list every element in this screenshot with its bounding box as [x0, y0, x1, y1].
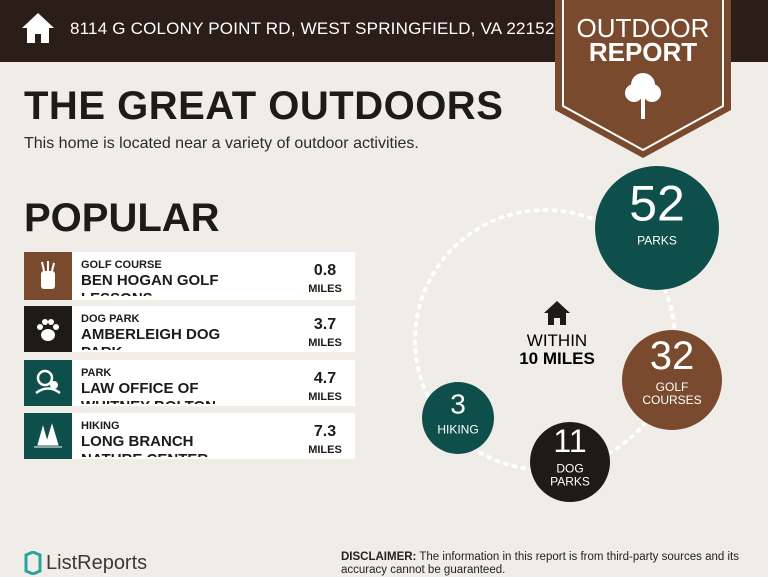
row-category: GOLF COURSE	[81, 259, 162, 271]
address: 8114 G COLONY POINT RD, WEST SPRINGFIELD…	[70, 19, 555, 38]
circle-label: GOLF	[656, 380, 689, 394]
row-name: BEN HOGAN GOLF LESSONS	[81, 272, 219, 296]
row-unit: MILES	[308, 283, 342, 295]
center-line2: 10 MILES	[519, 349, 595, 368]
circle-count: 32	[650, 334, 695, 378]
disclaimer: DISCLAIMER: The information in this repo…	[341, 551, 761, 577]
row-icon	[24, 360, 72, 406]
circle-label: COURSES	[642, 393, 701, 407]
badge-line1: OUTDOOR	[577, 13, 710, 43]
summary-circle	[530, 422, 610, 502]
section-heading: POPULAR	[24, 196, 220, 240]
circle-count: 11	[553, 423, 586, 459]
row-category: PARK	[81, 367, 112, 379]
center-line1: WITHIN	[527, 331, 587, 350]
row-name: AMBERLEIGH DOG PARK	[81, 326, 221, 350]
row-icon	[24, 306, 72, 352]
row-icon	[24, 413, 72, 459]
disclaimer-label: DISCLAIMER:	[341, 551, 417, 563]
row-category: DOG PARK	[81, 313, 140, 325]
row-icon	[24, 252, 72, 300]
row-unit: MILES	[308, 337, 342, 349]
row-unit: MILES	[308, 391, 342, 403]
subtitle: This home is located near a variety of o…	[24, 135, 419, 152]
home-icon	[544, 301, 570, 325]
row-name: LONG BRANCH NATURE CENTER	[81, 433, 208, 457]
row-category: HIKING	[81, 420, 120, 432]
icon-graphic	[34, 423, 62, 448]
circle-label: PARKS	[550, 475, 590, 489]
row-distance: 3.7	[313, 316, 337, 333]
circle-label: DOG	[556, 462, 583, 476]
circle-count: 52	[629, 176, 685, 232]
home-icon	[22, 13, 54, 43]
row-name: LAW OFFICE OF WHITNEY BOLTON	[81, 380, 216, 404]
summary-circle	[422, 382, 494, 454]
summary-circle	[595, 166, 719, 290]
title: THE GREAT OUTDOORS	[24, 84, 504, 128]
row-unit: MILES	[308, 444, 342, 456]
circle-label: HIKING	[437, 422, 478, 436]
row-distance: 4.7	[313, 370, 337, 387]
tree-icon	[625, 73, 661, 119]
row-distance: 7.3	[313, 423, 337, 440]
row-distance: 0.8	[313, 262, 337, 279]
disclaimer-text: The information in this report is from t…	[341, 551, 739, 576]
summary-circle	[622, 330, 722, 430]
circle-label: PARKS	[637, 234, 677, 248]
icon-graphic	[37, 319, 59, 341]
icon-graphic	[41, 261, 55, 289]
badge: OUTDOOR REPORT	[555, 0, 731, 158]
icon-graphic	[35, 369, 61, 395]
brand-logo	[24, 551, 42, 575]
brand: ListReports	[46, 552, 148, 574]
circle-count: 3	[450, 389, 466, 420]
badge-line2: REPORT	[589, 37, 697, 67]
